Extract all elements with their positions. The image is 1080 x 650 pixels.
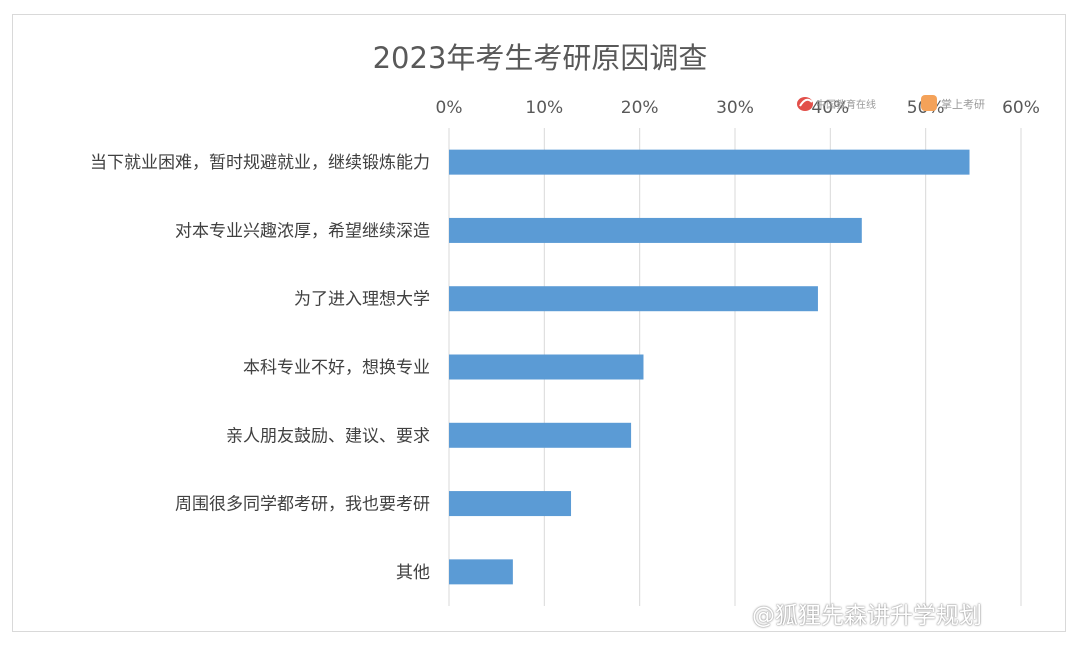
source-logo-a: 中国教育在线 xyxy=(797,97,876,111)
bar xyxy=(449,217,862,243)
x-tick-label: 0% xyxy=(436,98,463,118)
chart-frame xyxy=(12,14,1066,632)
bar xyxy=(449,286,818,312)
category-label: 对本专业兴趣浓厚，希望继续深造 xyxy=(175,221,430,241)
category-label: 亲人朋友鼓励、建议、要求 xyxy=(226,426,430,446)
x-tick-label: 10% xyxy=(525,98,563,118)
logo-a-text: 中国教育在线 xyxy=(816,98,876,111)
bar xyxy=(449,559,513,585)
source-logo-b: 掌上考研 xyxy=(921,95,985,111)
category-label: 为了进入理想大学 xyxy=(294,290,430,310)
x-tick-label: 60% xyxy=(1002,98,1040,118)
category-label: 周围很多同学都考研，我也要考研 xyxy=(175,495,430,515)
bar xyxy=(449,491,572,517)
x-tick-label: 40% xyxy=(811,98,849,118)
logo-b-text: 掌上考研 xyxy=(941,97,985,111)
watermark: @狐狸先森讲升学规划 xyxy=(752,603,982,629)
bar xyxy=(449,354,644,380)
x-tick-label: 30% xyxy=(716,98,754,118)
bar xyxy=(449,422,632,448)
bar xyxy=(449,149,970,175)
category-label: 其他 xyxy=(396,563,430,583)
chart-title: 2023年考生考研原因调查 xyxy=(373,41,708,75)
category-label: 当下就业困难，暂时规避就业，继续锻炼能力 xyxy=(90,153,430,173)
category-label: 本科专业不好，想换专业 xyxy=(243,358,430,378)
x-tick-label: 20% xyxy=(621,98,659,118)
